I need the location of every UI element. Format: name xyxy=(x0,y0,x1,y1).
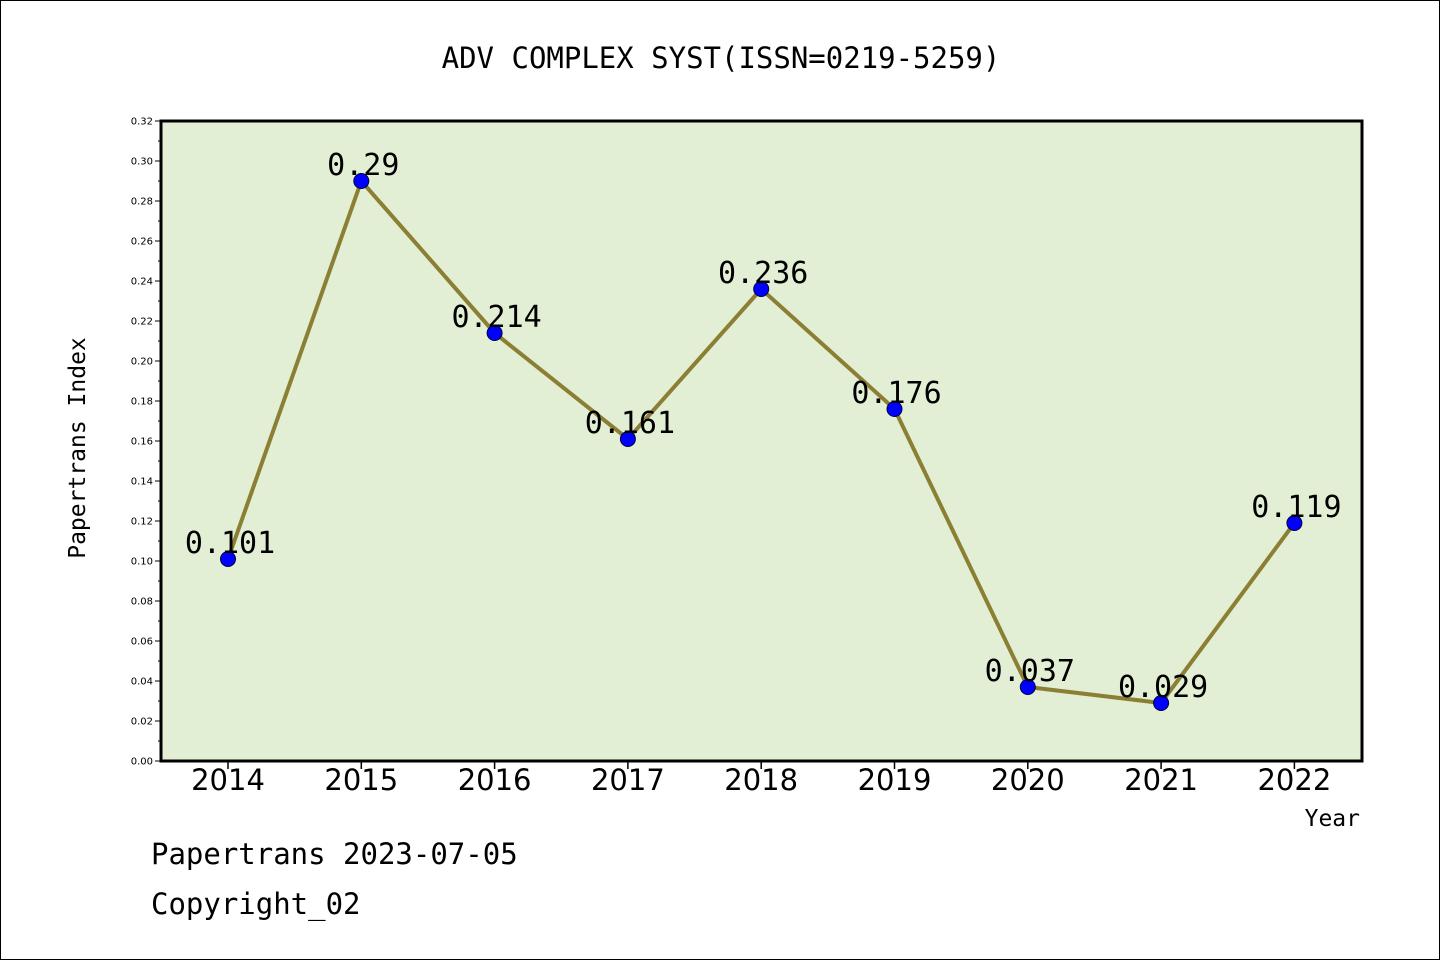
x-tick-label: 2014 xyxy=(191,763,265,797)
data-point xyxy=(1019,679,1036,695)
data-point xyxy=(486,325,503,341)
y-tick-label: 0.32 xyxy=(131,117,153,128)
y-tick-label: 0.28 xyxy=(131,197,153,208)
data-label: 0.214 xyxy=(451,300,541,335)
x-tick-label: 2017 xyxy=(591,763,665,797)
x-tick-label: 2016 xyxy=(458,763,532,797)
data-point xyxy=(1286,515,1303,531)
y-tick-label: 0.04 xyxy=(131,677,153,688)
data-point xyxy=(619,431,636,447)
data-point xyxy=(353,173,370,189)
y-tick-label: 0.16 xyxy=(131,437,153,448)
data-label: 0.176 xyxy=(851,376,941,411)
x-axis-label: Year xyxy=(1305,806,1360,832)
y-tick-label: 0.00 xyxy=(131,757,153,768)
y-tick-label: 0.26 xyxy=(131,237,153,248)
data-point xyxy=(220,551,236,567)
y-axis: 0.00 0.02 0.04 0.06 0.08 0.10 0.12 0.14 0.16 0.18… xyxy=(131,117,161,768)
y-tick-label: 0.22 xyxy=(131,317,153,328)
series xyxy=(220,173,1303,711)
data-label: 0.236 xyxy=(718,256,808,291)
y-tick-label: 0.06 xyxy=(131,637,153,648)
data-label: 0.101 xyxy=(185,526,275,561)
data-point xyxy=(753,281,770,297)
y-tick-label: 0.18 xyxy=(131,397,153,408)
y-axis-label: Papertrans Index xyxy=(65,337,91,559)
data-labels: 0.101 0.29 0.214 0.161 0.236 0.176 0.037 0.029 0… xyxy=(185,148,1342,705)
data-label: 0.029 xyxy=(1118,670,1208,705)
y-tick-label: 0.14 xyxy=(131,477,153,488)
y-tick-label: 0.10 xyxy=(131,557,153,568)
footer-date: Papertrans 2023-07-05 xyxy=(151,837,518,871)
x-tick-label: 2019 xyxy=(858,763,932,797)
y-tick-label: 0.30 xyxy=(131,157,153,168)
x-tick-label: 2020 xyxy=(991,763,1065,797)
x-tick-label: 2018 xyxy=(724,763,798,797)
y-tick-label: 0.20 xyxy=(131,357,153,368)
x-tick-label: 2015 xyxy=(324,763,398,797)
x-tick-label: 2022 xyxy=(1257,763,1331,797)
data-label: 0.119 xyxy=(1251,490,1341,525)
data-point xyxy=(886,401,903,417)
y-tick-label: 0.02 xyxy=(131,717,153,728)
data-point xyxy=(1153,695,1170,711)
data-label: 0.161 xyxy=(585,406,675,441)
y-tick-label: 0.08 xyxy=(131,597,153,608)
x-tick-label: 2021 xyxy=(1124,763,1198,797)
chart-title: ADV COMPLEX SYST(ISSN=0219-5259) xyxy=(442,41,1001,75)
plot-area xyxy=(159,119,1364,763)
y-tick-label: 0.12 xyxy=(131,517,153,528)
data-label: 0.037 xyxy=(985,654,1075,689)
x-axis: 2014 2015 2016 2017 2018 2019 2020 2021 2022 xyxy=(191,761,1331,797)
data-label: 0.29 xyxy=(327,148,399,183)
y-tick-label: 0.24 xyxy=(131,277,153,288)
footer-copyright: Copyright_02 xyxy=(151,887,361,921)
